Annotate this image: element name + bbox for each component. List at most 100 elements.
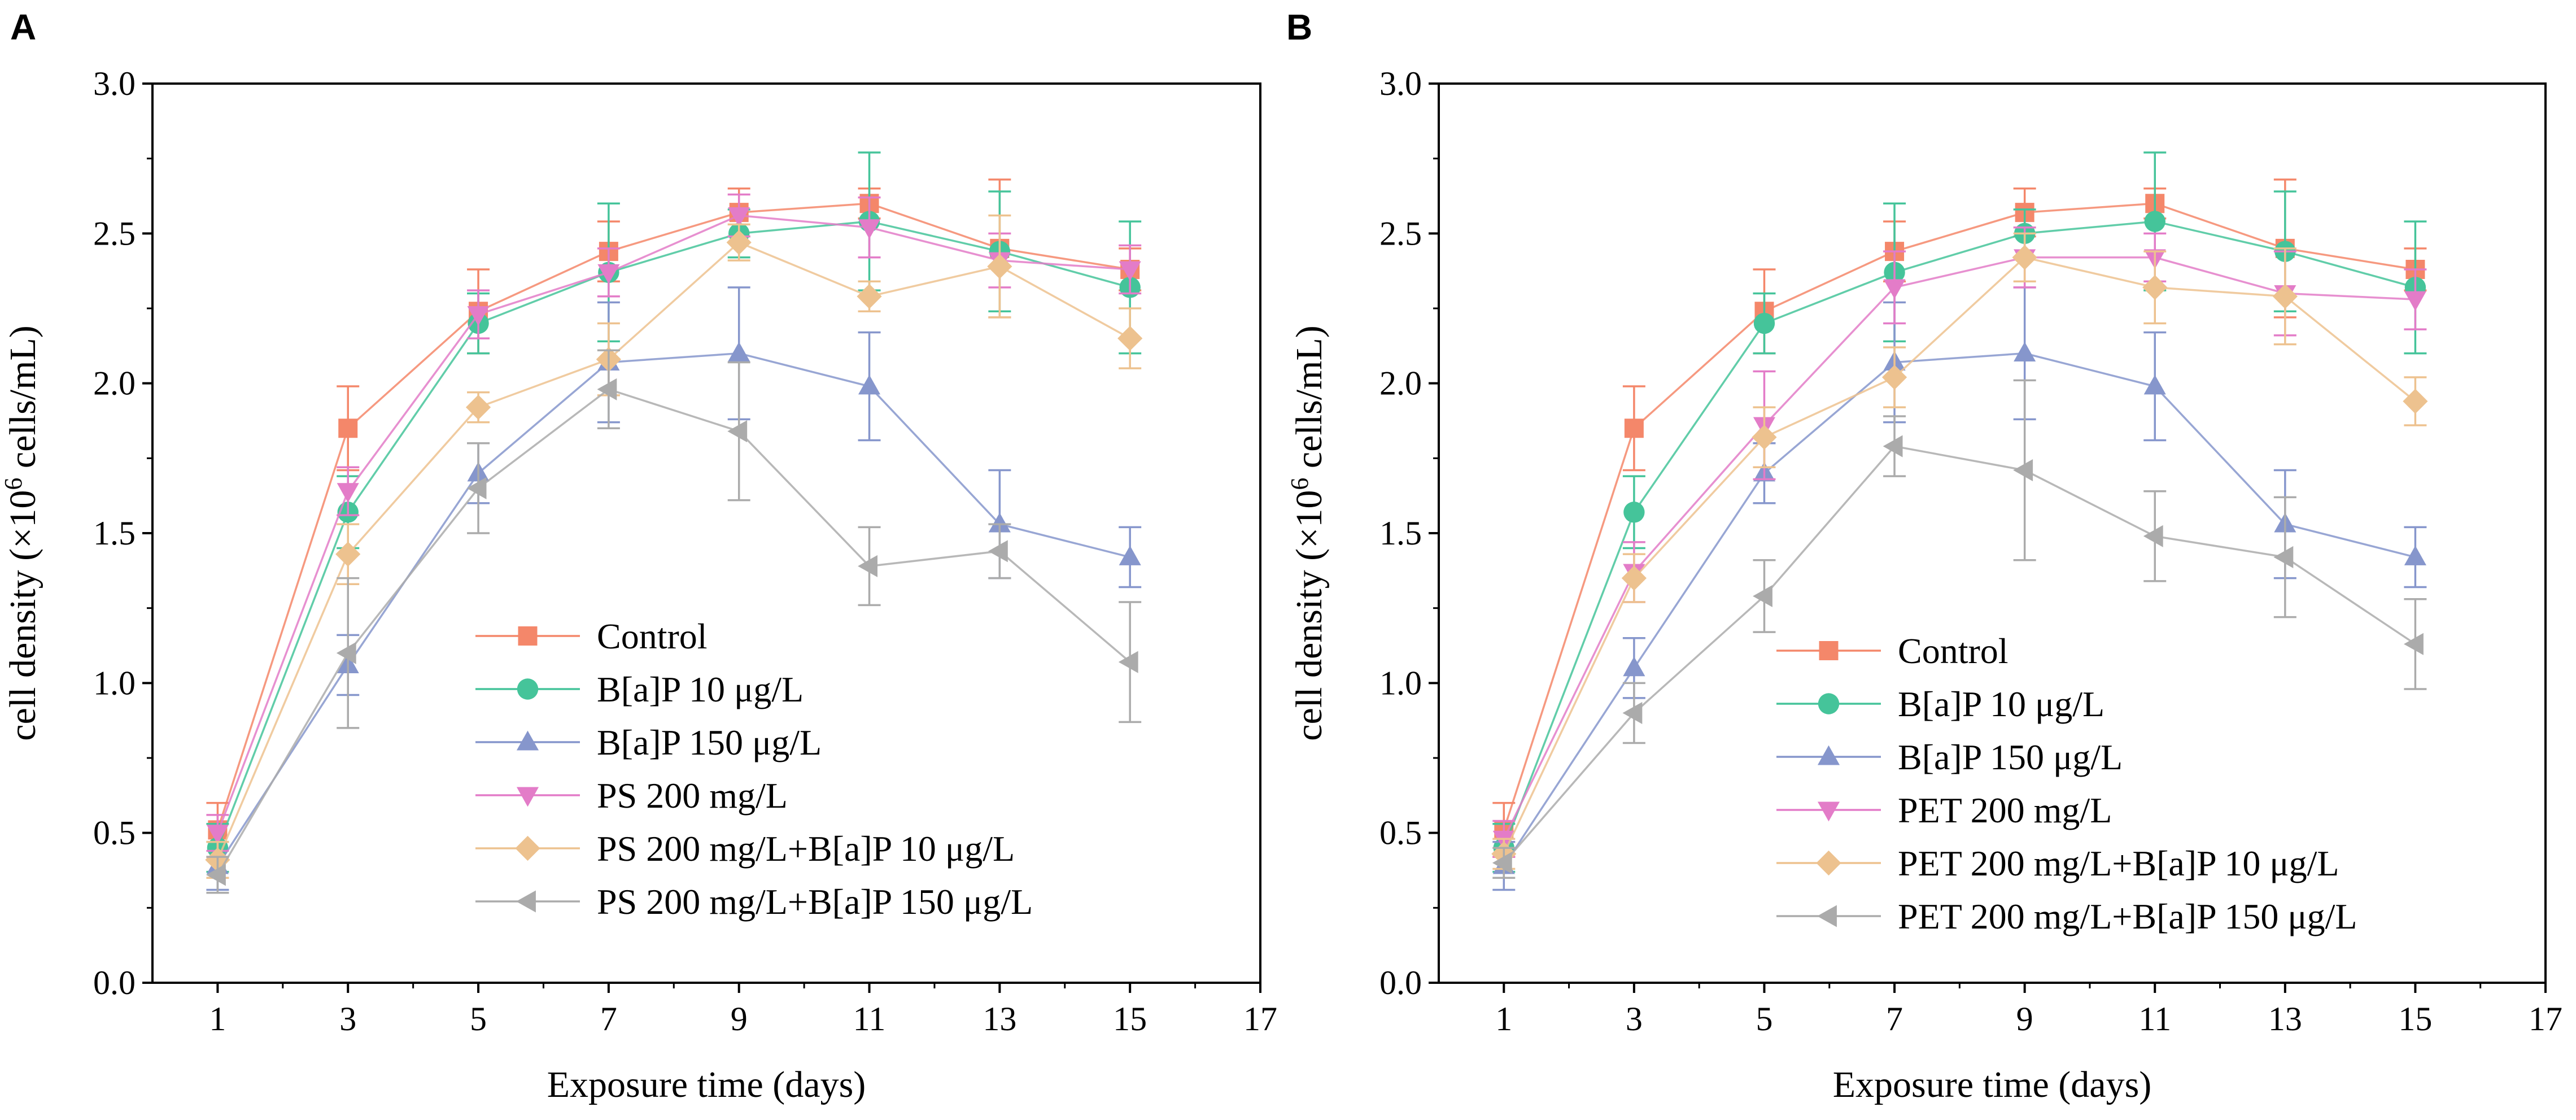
- x-tick-label: 13: [2268, 1000, 2302, 1038]
- x-tick-label: 7: [600, 1000, 617, 1038]
- data-point: [1117, 325, 1143, 351]
- series-line: [1503, 256, 2416, 855]
- legend-item: B[a]P 150 μg/L: [475, 722, 822, 762]
- y-axis-title: cell density (×106 cells/mL): [0, 325, 43, 741]
- legend-marker: [1817, 801, 1840, 822]
- y-axis-title-superscript: 6: [0, 478, 27, 490]
- y-tick-label: 2.0: [93, 365, 136, 402]
- data-point: [858, 555, 877, 577]
- series-line: [216, 352, 1130, 866]
- data-point: [1883, 435, 1903, 457]
- legend-item: PET 200 mg/L+B[a]P 10 μg/L: [1776, 843, 2339, 883]
- series-line: [1503, 220, 2416, 848]
- data-point: [465, 395, 491, 420]
- legend-label: B[a]P 150 μg/L: [1898, 737, 2123, 777]
- legend-marker: [1817, 905, 1837, 927]
- series: [1491, 232, 2428, 870]
- x-tick-label: 3: [1626, 1000, 1643, 1038]
- data-point: [2272, 284, 2298, 309]
- x-tick-label: 17: [1243, 1000, 1277, 1038]
- data-point: [2273, 546, 2294, 569]
- y-tick-label: 1.5: [93, 515, 136, 552]
- panel-a: A0.00.51.01.52.02.53.01 3 5 7 9 11 13 15 17Expos…: [0, 7, 1277, 1105]
- legend-item: PS 200 mg/L: [475, 775, 788, 816]
- series-line: [1503, 202, 2416, 830]
- data-point: [728, 207, 750, 227]
- x-tick-label: 13: [983, 1000, 1016, 1038]
- legend-label: PET 200 mg/L: [1898, 790, 2112, 830]
- y-axis-title: cell density (×106 cells/mL): [1286, 325, 1330, 741]
- legend-item: PET 200 mg/L+B[a]P 150 μg/L: [1776, 896, 2357, 936]
- data-point: [2013, 459, 2033, 482]
- y-tick-label: 1.0: [1379, 664, 1422, 701]
- data-point: [858, 374, 881, 395]
- data-point: [1883, 279, 1906, 299]
- data-point: [2143, 374, 2166, 395]
- legend-item: PS 200 mg/L+B[a]P 150 μg/L: [475, 882, 1033, 922]
- x-tick-label: 7: [1886, 1000, 1903, 1038]
- data-point: [2143, 525, 2163, 547]
- x-tick-label: 3: [339, 1000, 356, 1038]
- legend-label: PS 200 mg/L: [597, 775, 788, 816]
- x-tick-label: 1: [1495, 1000, 1512, 1038]
- legend-label: PET 200 mg/L+B[a]P 150 μg/L: [1898, 896, 2357, 936]
- data-point: [2404, 633, 2424, 655]
- data-point: [338, 419, 358, 438]
- legend-marker: [516, 730, 539, 751]
- y-axis-title-main: cell density (×10: [2, 490, 43, 741]
- legend-marker: [517, 678, 539, 700]
- y-tick-label: 0.0: [93, 964, 136, 1001]
- data-point: [987, 254, 1012, 279]
- legend: Control B[a]P 10 μg/L B[a]P 150 μg/L PS 200…: [475, 616, 1033, 922]
- data-point: [597, 378, 617, 400]
- y-tick-label: 0.5: [93, 814, 136, 852]
- x-tick-label: 11: [853, 1000, 886, 1038]
- data-point: [1118, 651, 1138, 673]
- y-tick-label: 2.5: [1379, 215, 1422, 252]
- x-tick-label: 15: [1113, 1000, 1147, 1038]
- data-point: [2403, 389, 2428, 414]
- panel-b: B0.00.51.01.52.02.53.01 3 5 7 9 11 13 15 17Expos…: [1286, 7, 2562, 1105]
- legend-label: PS 200 mg/L+B[a]P 150 μg/L: [597, 882, 1033, 922]
- x-axis-title: Exposure time (days): [1833, 1064, 2152, 1105]
- legend-label: Control: [1898, 631, 2009, 671]
- legend-marker: [1816, 850, 1841, 876]
- legend-label: Control: [597, 616, 708, 656]
- series-line: [1503, 352, 2416, 867]
- legend-item: PS 200 mg/L+B[a]P 10 μg/L: [475, 829, 1015, 869]
- series-line: [216, 388, 1131, 875]
- data-point: [335, 542, 361, 567]
- x-tick-label: 1: [209, 1000, 226, 1038]
- data-point: [206, 825, 229, 845]
- data-point: [336, 642, 356, 664]
- x-tick-label: 5: [1756, 1000, 1772, 1038]
- data-point: [2012, 245, 2037, 270]
- y-axis-title-superscript: 6: [1286, 478, 1313, 490]
- data-point: [1753, 585, 1772, 607]
- y-axis-title-unit: cells/mL): [2, 325, 43, 477]
- x-tick-label: 9: [2016, 1000, 2033, 1038]
- legend-label: B[a]P 10 μg/L: [597, 669, 804, 709]
- legend-label: B[a]P 10 μg/L: [1898, 684, 2105, 724]
- data-point: [858, 219, 881, 239]
- data-point: [1119, 261, 1141, 281]
- legend-marker: [518, 626, 538, 646]
- legend-item: B[a]P 10 μg/L: [1776, 684, 2105, 724]
- legend: Control B[a]P 10 μg/L B[a]P 150 μg/L PET 20…: [1776, 631, 2357, 936]
- data-point: [727, 420, 748, 443]
- y-tick-label: 0.0: [1379, 964, 1422, 1001]
- series-line: [1503, 256, 2416, 840]
- data-point: [1752, 425, 1777, 450]
- x-tick-label: 17: [2529, 1000, 2562, 1038]
- data-point: [466, 477, 487, 499]
- data-point: [988, 540, 1008, 563]
- legend-marker: [516, 787, 539, 807]
- y-tick-label: 3.0: [1379, 65, 1422, 102]
- y-tick-label: 2.5: [93, 215, 136, 252]
- data-point: [728, 342, 750, 362]
- panel-label: A: [10, 7, 36, 47]
- legend-item: B[a]P 150 μg/L: [1776, 737, 2123, 777]
- data-point: [1621, 565, 1647, 591]
- legend-item: B[a]P 10 μg/L: [475, 669, 804, 709]
